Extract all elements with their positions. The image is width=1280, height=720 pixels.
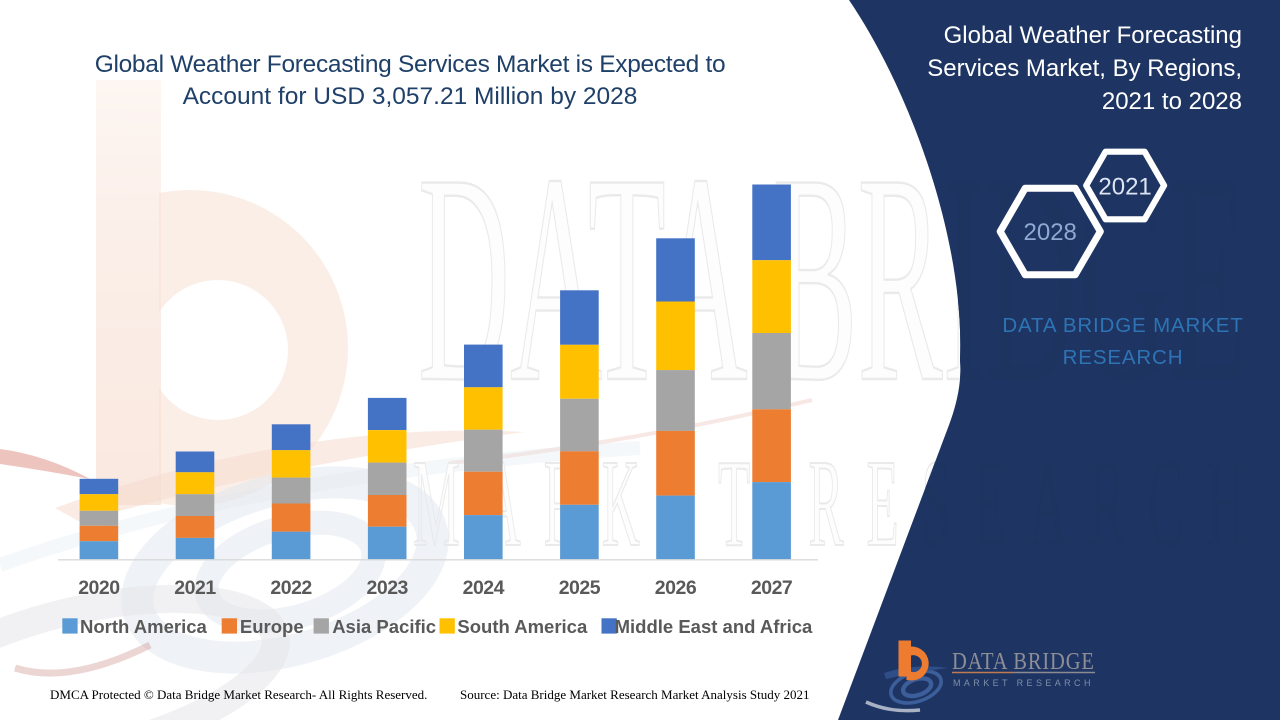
svg-text:2024: 2024 xyxy=(463,577,505,599)
svg-text:Source: Data Bridge Market Res: Source: Data Bridge Market Research Mark… xyxy=(460,687,809,702)
svg-text:2021 to 2028: 2021 to 2028 xyxy=(1102,88,1242,115)
svg-text:South America: South America xyxy=(457,616,588,637)
svg-text:2022: 2022 xyxy=(270,577,312,599)
svg-text:DATA BRIDGE: DATA BRIDGE xyxy=(952,648,1095,675)
svg-text:Europe: Europe xyxy=(240,616,304,637)
svg-text:RESEARCH: RESEARCH xyxy=(1063,346,1184,369)
svg-text:2026: 2026 xyxy=(655,577,697,599)
svg-text:2020: 2020 xyxy=(78,577,120,599)
svg-text:Services Market, By Regions,: Services Market, By Regions, xyxy=(927,55,1242,82)
svg-text:Middle East and Africa: Middle East and Africa xyxy=(615,616,813,637)
svg-text:Asia Pacific: Asia Pacific xyxy=(332,616,436,637)
svg-text:North America: North America xyxy=(80,616,208,637)
svg-text:2023: 2023 xyxy=(367,577,409,599)
svg-text:2027: 2027 xyxy=(751,577,792,599)
svg-text:Global Weather Forecasting Ser: Global Weather Forecasting Services Mark… xyxy=(95,51,726,78)
svg-text:DATA BRIDGE MARKET: DATA BRIDGE MARKET xyxy=(1002,314,1243,337)
svg-text:2025: 2025 xyxy=(559,577,601,599)
svg-text:Account for USD 3,057.21 Milli: Account for USD 3,057.21 Million by 2028 xyxy=(183,83,638,110)
svg-text:2028: 2028 xyxy=(1024,219,1077,246)
svg-text:2021: 2021 xyxy=(174,577,216,599)
svg-text:Global Weather Forecasting: Global Weather Forecasting xyxy=(944,22,1242,49)
svg-text:MARKET RESEARCH: MARKET RESEARCH xyxy=(953,678,1094,688)
svg-text:2021: 2021 xyxy=(1098,174,1151,201)
svg-text:DMCA Protected © Data Bridge M: DMCA Protected © Data Bridge Market Rese… xyxy=(50,687,427,702)
